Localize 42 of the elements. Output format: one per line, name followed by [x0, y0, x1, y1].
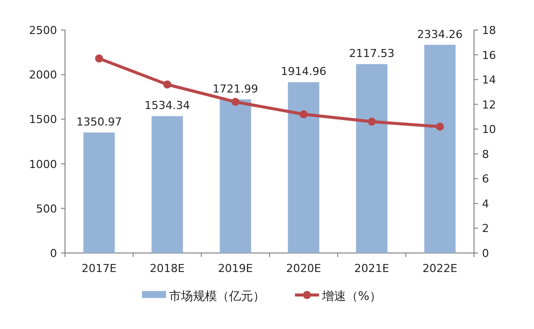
y-tick-label: 1000: [29, 158, 57, 171]
y2-tick-label: 16: [482, 48, 496, 62]
bar: [220, 99, 252, 253]
x-tick-label: 2019E: [218, 262, 253, 275]
x-tick-label: 2017E: [82, 262, 117, 275]
data-label: 1914.96: [280, 65, 326, 78]
bar: [424, 44, 456, 253]
y-tick-label: 2500: [29, 24, 57, 37]
bar: [356, 64, 388, 253]
x-tick-label: 2020E: [286, 262, 322, 275]
data-label: 1721.99: [212, 82, 258, 96]
data-label: 1534.34: [144, 99, 190, 112]
bar: [83, 132, 115, 253]
y-tick-label: 500: [36, 202, 57, 216]
y2-tick-label: 2: [482, 222, 489, 236]
y-tick-label: 2000: [29, 68, 57, 82]
y-tick-label: 0: [50, 247, 57, 260]
y2-tick-label: 14: [482, 74, 496, 87]
point: [231, 98, 240, 106]
x-tick-label: 2018E: [150, 262, 185, 275]
data-label: 1350.97: [76, 115, 122, 128]
legend-label: 增速（%）: [321, 289, 382, 303]
y2-tick-label: 6: [482, 172, 489, 186]
x-tick-label: 2021E: [354, 262, 390, 275]
bar: [288, 82, 320, 253]
y2-tick-label: 12: [482, 98, 496, 112]
y2-tick-label: 10: [482, 123, 496, 136]
y2-tick-label: 8: [482, 148, 489, 161]
point: [436, 122, 444, 131]
y-tick-label: 1500: [29, 113, 57, 126]
point: [300, 110, 308, 118]
y2-tick-label: 18: [482, 24, 496, 37]
legend-label: 市场规模（亿元）: [169, 289, 265, 303]
data-label: 2334.26: [417, 28, 463, 41]
point: [163, 80, 172, 89]
point: [368, 118, 376, 126]
y2-tick-label: 4: [482, 197, 489, 210]
data-label: 2117.53: [349, 47, 394, 60]
y2-tick-label: 0: [482, 247, 489, 260]
bar: [152, 116, 183, 253]
point: [95, 54, 104, 62]
x-tick-label: 2022E: [422, 262, 458, 275]
